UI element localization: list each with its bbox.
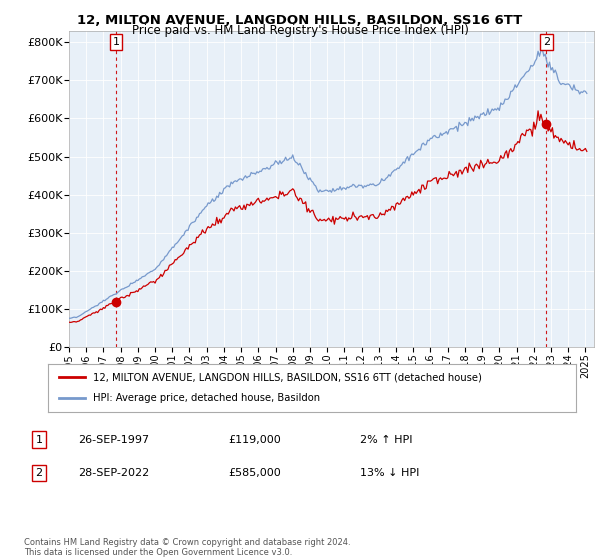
- Text: 1: 1: [35, 435, 43, 445]
- Text: 1: 1: [112, 37, 119, 47]
- Text: 12, MILTON AVENUE, LANGDON HILLS, BASILDON, SS16 6TT: 12, MILTON AVENUE, LANGDON HILLS, BASILD…: [77, 14, 523, 27]
- Text: 2: 2: [35, 468, 43, 478]
- Text: HPI: Average price, detached house, Basildon: HPI: Average price, detached house, Basi…: [93, 393, 320, 403]
- Text: Contains HM Land Registry data © Crown copyright and database right 2024.
This d: Contains HM Land Registry data © Crown c…: [24, 538, 350, 557]
- Text: 2: 2: [543, 37, 550, 47]
- Text: £585,000: £585,000: [228, 468, 281, 478]
- Text: £119,000: £119,000: [228, 435, 281, 445]
- Text: 12, MILTON AVENUE, LANGDON HILLS, BASILDON, SS16 6TT (detached house): 12, MILTON AVENUE, LANGDON HILLS, BASILD…: [93, 372, 482, 382]
- Text: 26-SEP-1997: 26-SEP-1997: [78, 435, 149, 445]
- Text: Price paid vs. HM Land Registry's House Price Index (HPI): Price paid vs. HM Land Registry's House …: [131, 24, 469, 37]
- Text: 13% ↓ HPI: 13% ↓ HPI: [360, 468, 419, 478]
- Text: 2% ↑ HPI: 2% ↑ HPI: [360, 435, 413, 445]
- Text: 28-SEP-2022: 28-SEP-2022: [78, 468, 149, 478]
